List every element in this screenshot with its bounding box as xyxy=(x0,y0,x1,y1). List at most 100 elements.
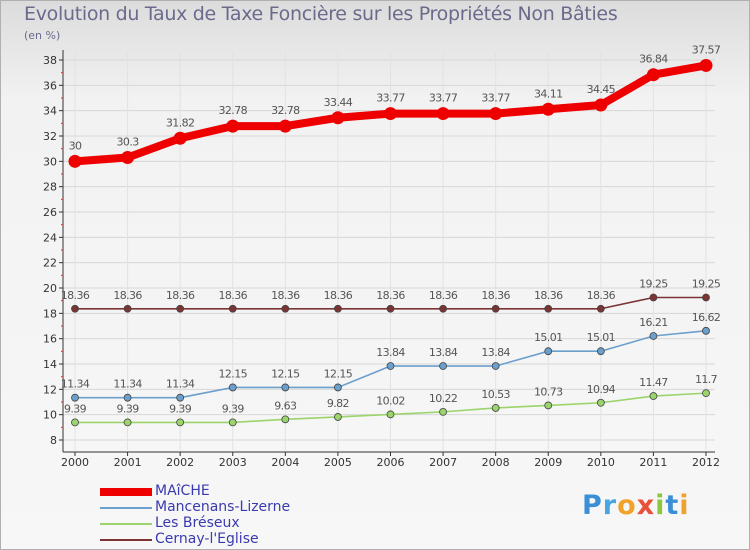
data-label: 31.82 xyxy=(166,116,195,129)
data-point xyxy=(386,362,395,370)
x-tick-label: 2010 xyxy=(587,456,615,469)
data-label: 18.36 xyxy=(219,289,248,302)
data-point xyxy=(278,119,292,133)
data-label: 18.36 xyxy=(534,289,563,302)
data-label: 18.36 xyxy=(481,289,510,302)
data-label: 33.77 xyxy=(429,92,458,105)
data-label: 18.36 xyxy=(61,289,90,302)
data-point xyxy=(702,326,710,335)
data-label: 11.34 xyxy=(166,378,195,391)
y-tick-label: 8 xyxy=(50,434,57,447)
data-label: 15.01 xyxy=(534,331,563,344)
data-label: 33.77 xyxy=(376,92,405,105)
data-point xyxy=(596,304,605,313)
data-point xyxy=(439,362,447,370)
data-label: 13.84 xyxy=(429,346,458,359)
data-label: 18.36 xyxy=(587,289,616,302)
x-tick-label: 2000 xyxy=(61,456,89,469)
data-label: 32.78 xyxy=(271,104,300,117)
data-label: 30 xyxy=(69,139,82,152)
logo-letter: t xyxy=(665,490,680,521)
logo-letter: x xyxy=(636,490,656,521)
y-tick-label: 34 xyxy=(43,105,57,118)
y-tick-label: 18 xyxy=(43,307,57,320)
logo-letter: i xyxy=(655,490,666,521)
data-point xyxy=(331,111,345,125)
data-label: 18.36 xyxy=(376,289,405,302)
data-point xyxy=(228,304,237,313)
data-label: 30.3 xyxy=(117,136,140,149)
data-label: 10.02 xyxy=(376,394,405,407)
data-point xyxy=(123,393,132,402)
y-tick-label: 28 xyxy=(43,181,57,194)
data-point xyxy=(491,304,500,313)
x-tick-label: 2001 xyxy=(114,456,142,469)
y-tick-label: 32 xyxy=(43,130,57,143)
legend-label: Cernay-l'Eglise xyxy=(155,531,259,547)
x-tick-label: 2005 xyxy=(324,456,352,469)
data-label: 34.11 xyxy=(534,87,563,100)
x-tick-label: 2007 xyxy=(429,456,457,469)
data-label: 16.21 xyxy=(639,316,668,329)
data-label: 9.63 xyxy=(274,399,297,412)
logo-letter: r xyxy=(602,490,618,521)
data-label: 18.36 xyxy=(113,289,142,302)
data-label: 11.7 xyxy=(695,373,718,386)
data-point xyxy=(173,131,187,145)
data-point xyxy=(544,401,553,410)
data-label: 10.53 xyxy=(481,388,510,401)
data-point xyxy=(384,107,397,121)
logo-letter: o xyxy=(617,490,637,521)
data-point xyxy=(228,418,237,427)
y-tick-label: 36 xyxy=(43,79,57,92)
y-tick-label: 20 xyxy=(43,282,57,295)
logo-letter: P xyxy=(582,490,603,521)
y-tick-label: 30 xyxy=(43,155,57,168)
data-point xyxy=(228,383,237,392)
y-tick-label: 16 xyxy=(43,333,57,346)
data-point xyxy=(439,407,447,416)
data-label: 12.15 xyxy=(324,367,353,380)
data-point xyxy=(649,332,658,340)
data-label: 11.34 xyxy=(61,378,90,391)
data-point xyxy=(489,107,503,121)
data-point xyxy=(176,418,185,427)
legend-label: Les Bréseux xyxy=(155,515,240,531)
data-point xyxy=(386,304,395,313)
data-point xyxy=(123,304,132,313)
data-point xyxy=(649,293,658,302)
data-point xyxy=(121,151,135,165)
data-label: 9.39 xyxy=(222,402,245,415)
data-label: 11.34 xyxy=(113,378,142,391)
legend-swatch xyxy=(100,507,152,509)
data-point xyxy=(541,102,555,116)
data-label: 18.36 xyxy=(271,289,300,302)
proxiti-logo: Proxiti xyxy=(582,490,690,521)
data-label: 9.39 xyxy=(64,402,87,415)
data-point xyxy=(491,404,500,412)
data-point xyxy=(386,410,395,419)
data-label: 18.36 xyxy=(166,289,195,302)
data-label: 9.39 xyxy=(117,402,140,415)
data-label: 15.01 xyxy=(587,331,616,344)
data-point xyxy=(226,119,240,133)
data-point xyxy=(71,393,79,402)
data-label: 37.57 xyxy=(692,43,721,56)
y-tick-label: 38 xyxy=(43,54,57,67)
x-tick-label: 2006 xyxy=(377,456,405,469)
data-label: 10.94 xyxy=(587,383,616,396)
data-label: 19.25 xyxy=(639,278,668,291)
data-label: 36.84 xyxy=(639,53,668,66)
y-tick-label: 24 xyxy=(43,231,57,244)
data-label: 33.77 xyxy=(481,92,510,105)
data-label: 18.36 xyxy=(324,289,353,302)
data-point xyxy=(68,154,82,168)
data-label: 13.84 xyxy=(376,346,405,359)
legend-swatch xyxy=(100,488,152,496)
data-point xyxy=(646,68,660,82)
data-label: 34.45 xyxy=(587,83,616,96)
data-label: 33.44 xyxy=(324,96,353,109)
y-tick-label: 10 xyxy=(43,409,57,422)
data-point xyxy=(71,304,79,313)
